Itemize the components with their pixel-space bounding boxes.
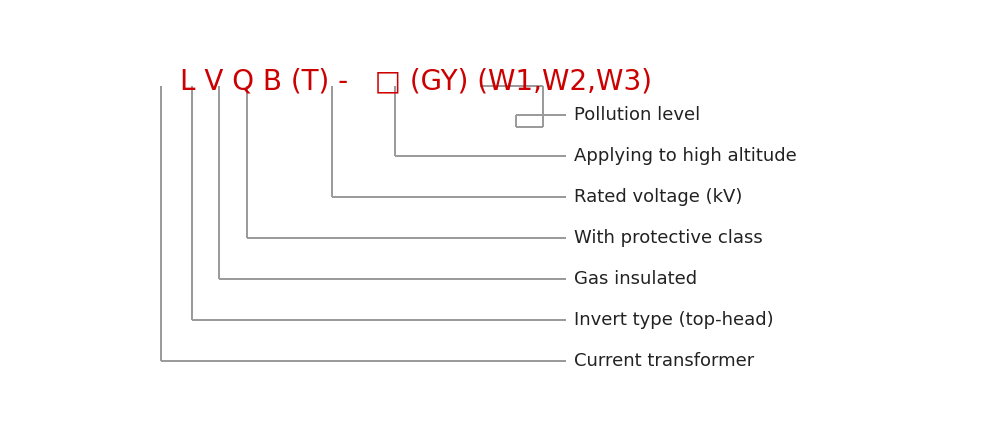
Text: Applying to high altitude: Applying to high altitude (574, 147, 797, 165)
Text: Current transformer: Current transformer (574, 352, 754, 370)
Text: L V Q B (T) -   □ (GY) (W1,W2,W3): L V Q B (T) - □ (GY) (W1,W2,W3) (180, 67, 652, 95)
Text: Invert type (top-head): Invert type (top-head) (574, 311, 774, 329)
Text: Gas insulated: Gas insulated (574, 270, 697, 288)
Text: Rated voltage (kV): Rated voltage (kV) (574, 188, 742, 206)
Text: Pollution level: Pollution level (574, 106, 700, 124)
Text: With protective class: With protective class (574, 229, 763, 247)
